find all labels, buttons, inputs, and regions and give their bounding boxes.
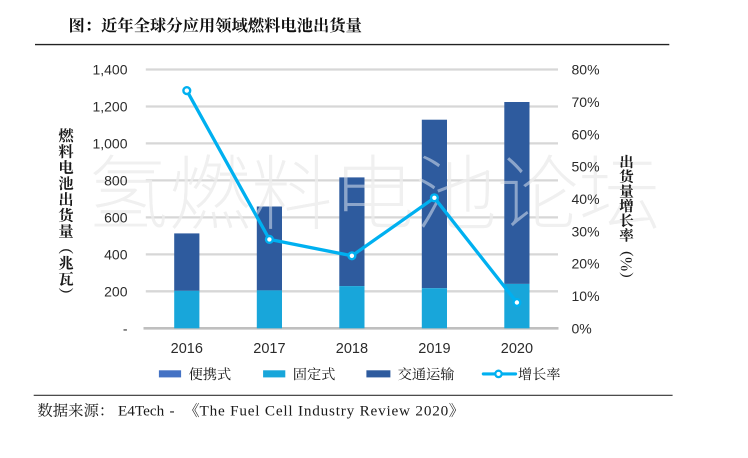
svg-text:1,000: 1,000 [92,136,127,152]
svg-text:2019: 2019 [418,341,450,357]
svg-text:The Fuel Cell Industry Review: The Fuel Cell Industry Review 2020 [200,402,450,419]
svg-text:-: - [170,402,175,419]
svg-text:400: 400 [104,247,128,263]
svg-text:2018: 2018 [336,341,368,357]
svg-text:200: 200 [104,283,128,299]
svg-text:50%: 50% [572,159,600,175]
svg-text:70%: 70% [572,94,600,110]
svg-text:-: - [123,320,128,336]
svg-text:800: 800 [104,173,128,189]
svg-text:1,200: 1,200 [92,99,127,115]
svg-text:30%: 30% [572,223,600,239]
svg-text:40%: 40% [572,191,600,207]
svg-text:2020: 2020 [501,341,533,357]
svg-text:20%: 20% [572,256,600,272]
svg-text:80%: 80% [572,62,600,78]
svg-text:2017: 2017 [253,341,285,357]
svg-text:2016: 2016 [171,341,203,357]
svg-text:600: 600 [104,210,128,226]
svg-text:E4Tech: E4Tech [118,402,165,419]
svg-text:60%: 60% [572,126,600,142]
svg-text:10%: 10% [572,288,600,304]
svg-text:1,400: 1,400 [92,62,127,78]
svg-text:0%: 0% [572,320,592,336]
